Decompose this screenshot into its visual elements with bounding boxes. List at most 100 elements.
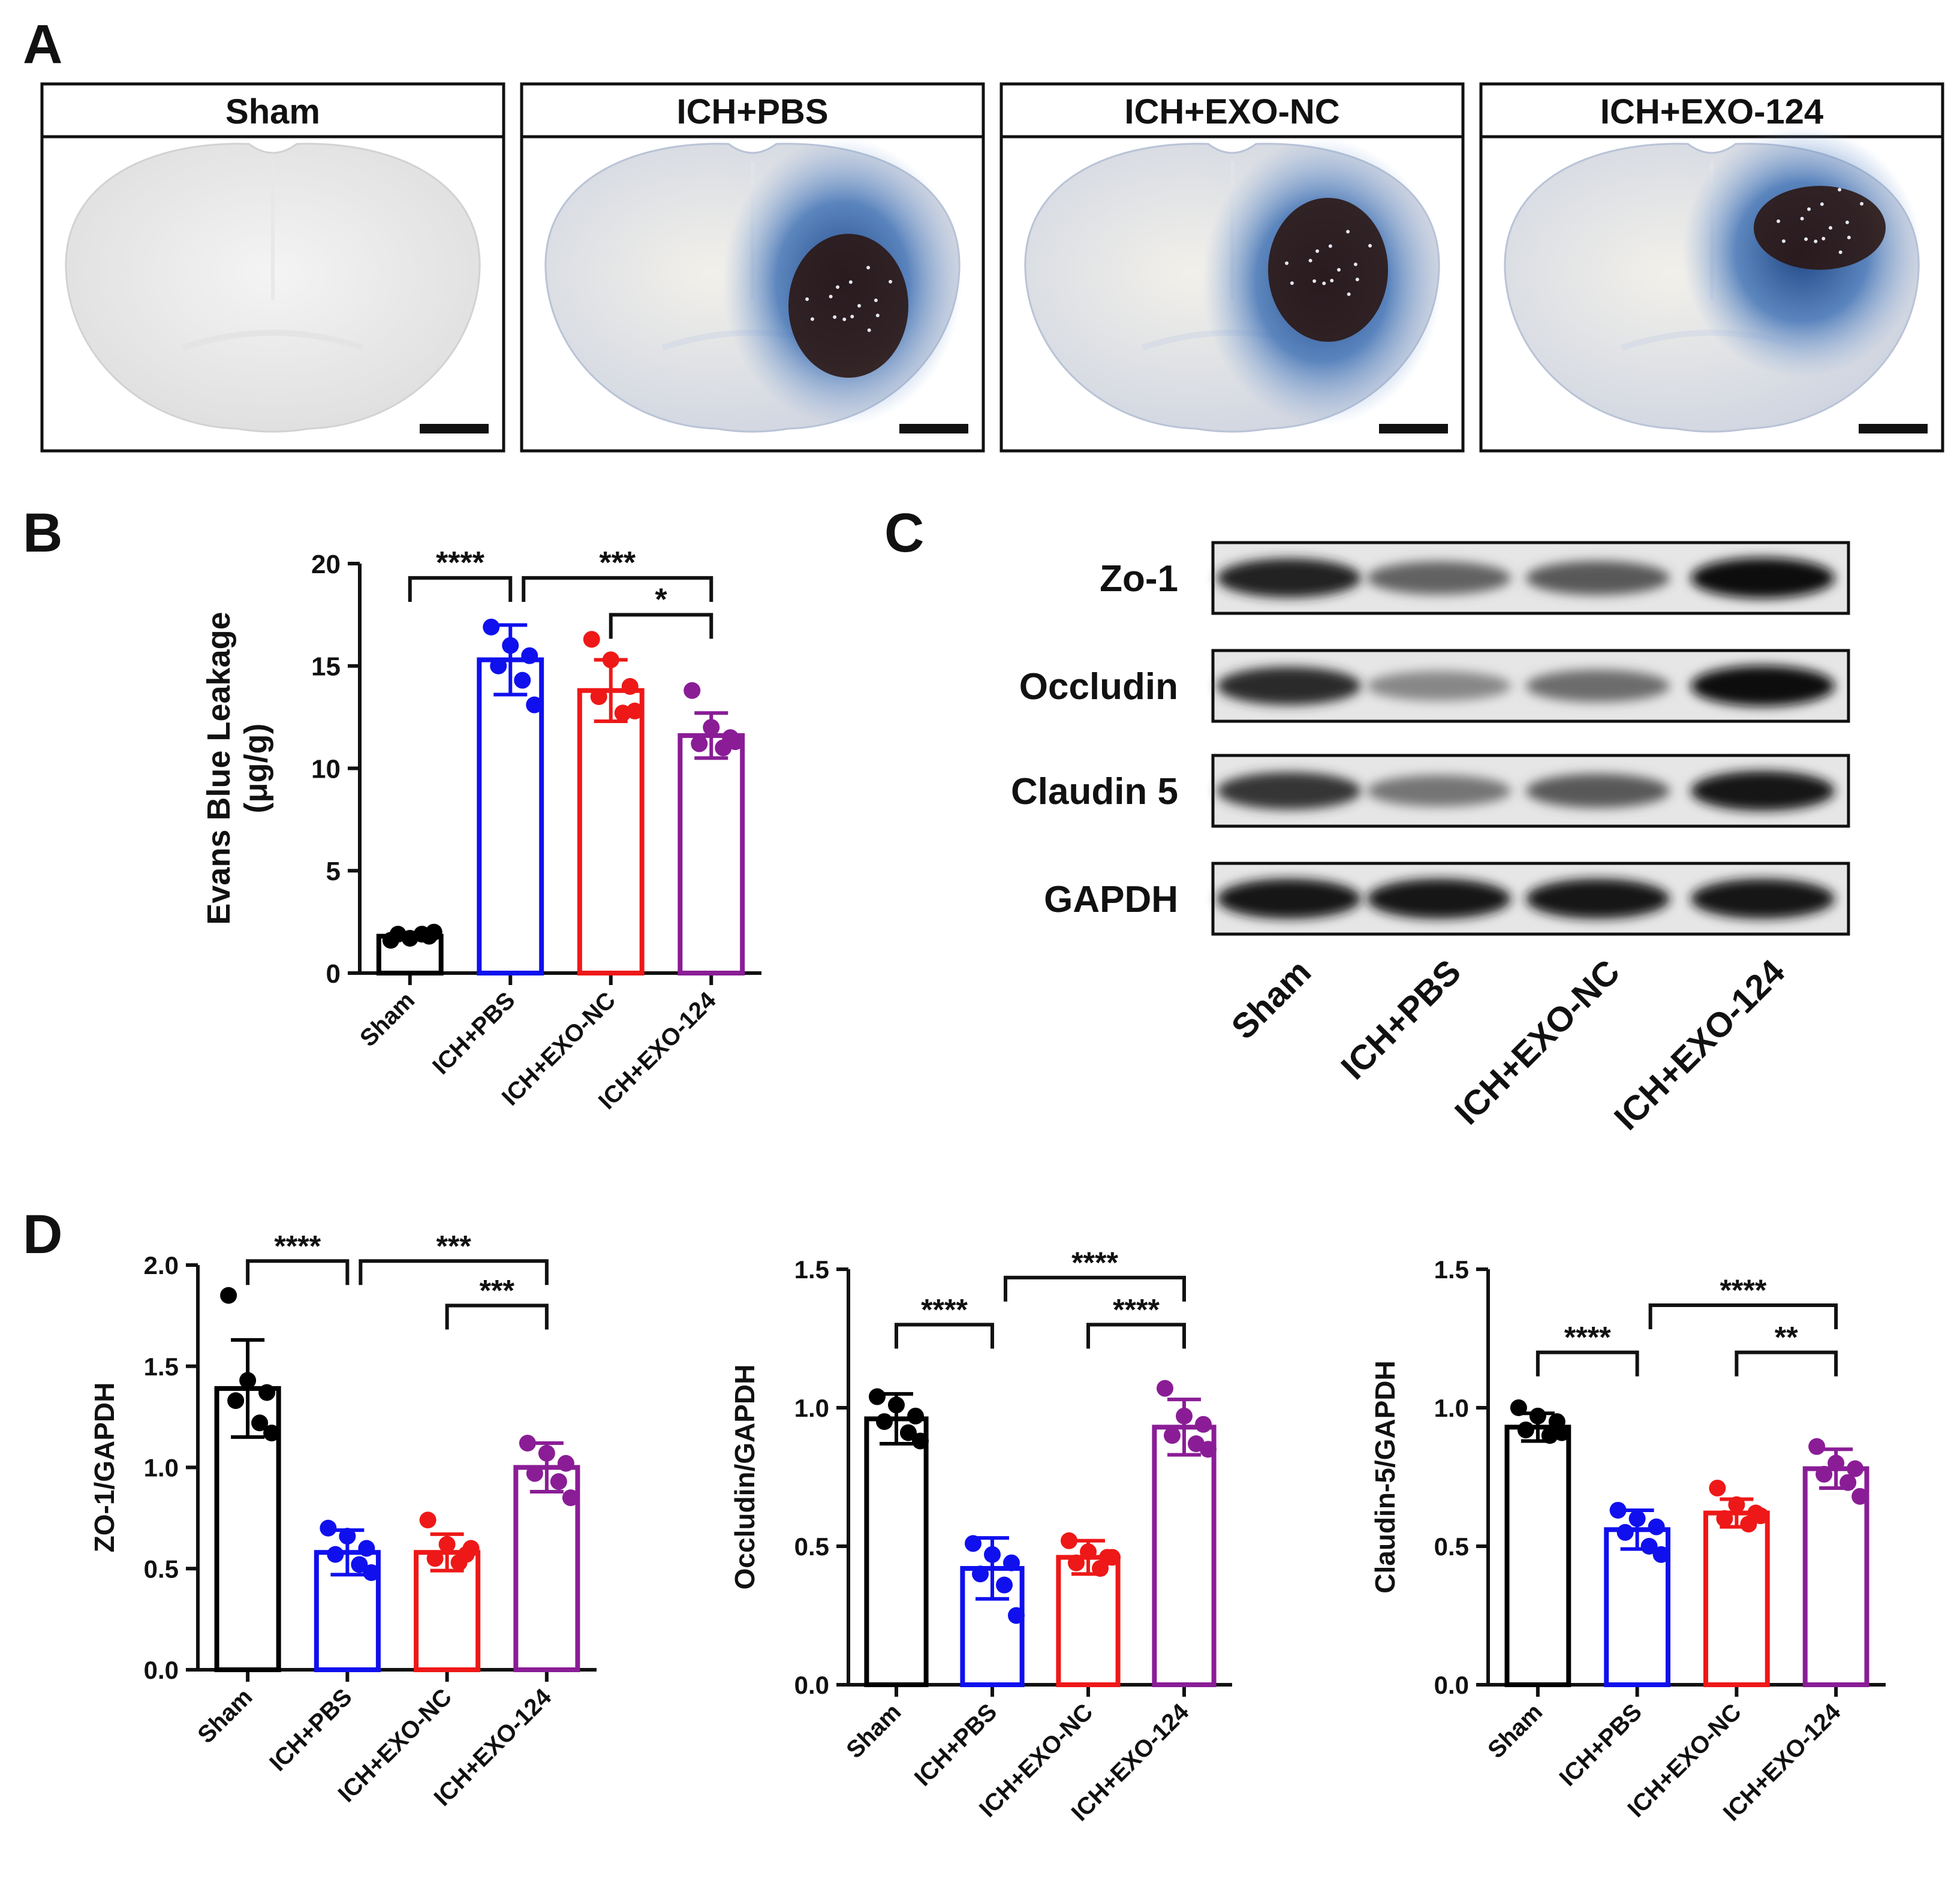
data-point bbox=[1008, 1607, 1025, 1624]
y-tick-label: 0.5 bbox=[794, 1532, 829, 1561]
photo-label: Sham bbox=[225, 92, 320, 131]
data-point bbox=[1003, 1554, 1020, 1571]
speckle bbox=[1368, 243, 1372, 248]
panel-letter-c: C bbox=[884, 502, 924, 564]
scale-bar bbox=[1859, 424, 1928, 433]
evans-blue-chart: 0 5 10 15 20 Evans Blue Leakage (μg/g) Sham ICH+… bbox=[201, 546, 761, 1115]
data-point bbox=[502, 637, 519, 654]
band-label: GAPDH bbox=[1044, 879, 1178, 920]
speckle bbox=[1829, 226, 1832, 230]
significance-label: **** bbox=[921, 1293, 968, 1326]
bar bbox=[577, 688, 645, 975]
data-point bbox=[521, 647, 538, 664]
photo-header bbox=[1479, 82, 1944, 138]
scale-bar bbox=[420, 424, 489, 433]
significance-label: ** bbox=[1775, 1321, 1798, 1354]
photo-panel: ICH+EXO-NC bbox=[999, 82, 1465, 453]
data-point bbox=[1164, 1427, 1181, 1444]
data-point bbox=[438, 1535, 456, 1553]
speckle bbox=[1814, 239, 1818, 243]
data-point bbox=[1510, 1399, 1527, 1416]
data-point bbox=[519, 1435, 536, 1452]
y-tick-label: 1.0 bbox=[1434, 1394, 1469, 1422]
data-point bbox=[557, 1455, 574, 1472]
data-point bbox=[1176, 1407, 1193, 1425]
speckle bbox=[1820, 202, 1824, 206]
data-point bbox=[363, 1564, 380, 1581]
significance-bracket bbox=[1536, 1350, 1639, 1377]
blot-row: Claudin 5 bbox=[1011, 754, 1850, 828]
speckle bbox=[1322, 281, 1326, 285]
lane-label: ICH+EXO-NC bbox=[1447, 952, 1627, 1132]
data-point bbox=[1092, 1559, 1109, 1577]
speckle bbox=[1347, 292, 1351, 296]
speckle bbox=[1355, 278, 1359, 282]
speckle bbox=[1337, 268, 1341, 272]
y-tick-label: 0.0 bbox=[794, 1671, 829, 1699]
data-point bbox=[483, 618, 500, 636]
category-label: Sham bbox=[1483, 1699, 1547, 1763]
data-point bbox=[425, 923, 442, 941]
data-point bbox=[258, 1384, 276, 1401]
data-point bbox=[1808, 1438, 1826, 1455]
speckle bbox=[836, 285, 840, 289]
speckle bbox=[1847, 236, 1851, 240]
scale-bar bbox=[1379, 424, 1448, 433]
bar bbox=[1802, 1466, 1869, 1687]
category-label: ICH+PBS bbox=[264, 1684, 357, 1776]
blot-band bbox=[1217, 772, 1361, 810]
data-point bbox=[1628, 1510, 1646, 1527]
blot-band bbox=[1526, 670, 1670, 702]
y-tick-label: 1.5 bbox=[794, 1255, 829, 1284]
data-point bbox=[1080, 1543, 1097, 1561]
blot-row: Zo-1 bbox=[1100, 541, 1850, 615]
blot-band bbox=[1526, 561, 1670, 595]
data-point bbox=[984, 1546, 1001, 1563]
corpus-callosum bbox=[182, 330, 364, 351]
data-point bbox=[239, 1372, 257, 1389]
data-point bbox=[538, 1444, 555, 1462]
photo-label: ICH+EXO-NC bbox=[1124, 92, 1339, 131]
speckle bbox=[889, 279, 893, 284]
photo-panel: Sham bbox=[40, 82, 505, 453]
data-point bbox=[876, 1413, 893, 1431]
y-tick-label: 10 bbox=[311, 754, 341, 784]
bar bbox=[1504, 1425, 1571, 1688]
data-point bbox=[1847, 1460, 1864, 1477]
speckle bbox=[1308, 258, 1312, 263]
blot-band bbox=[1691, 666, 1835, 706]
speckle bbox=[1800, 216, 1804, 221]
blot-band bbox=[1367, 561, 1511, 595]
data-point bbox=[514, 672, 531, 689]
significance-bracket bbox=[895, 1323, 994, 1349]
photo-header bbox=[999, 82, 1465, 138]
data-point bbox=[227, 1392, 245, 1410]
data-point bbox=[526, 1465, 543, 1482]
data-point bbox=[1839, 1474, 1857, 1491]
speckle bbox=[1330, 279, 1334, 283]
band-label: Claudin 5 bbox=[1011, 771, 1178, 812]
significance-label: **** bbox=[1720, 1273, 1766, 1307]
data-point bbox=[1609, 1501, 1627, 1519]
data-point bbox=[1104, 1549, 1121, 1566]
data-point bbox=[1195, 1416, 1212, 1433]
significance-bracket bbox=[246, 1259, 350, 1285]
bar bbox=[678, 733, 745, 975]
data-point bbox=[703, 719, 720, 736]
data-point bbox=[907, 1407, 924, 1425]
significance-bracket bbox=[1004, 1275, 1186, 1302]
data-point bbox=[251, 1414, 269, 1432]
speckle bbox=[1328, 244, 1332, 248]
significance-label: **** bbox=[274, 1229, 321, 1263]
data-point bbox=[351, 1556, 368, 1573]
bar bbox=[1152, 1425, 1217, 1688]
speckle bbox=[875, 314, 880, 318]
data-point bbox=[727, 733, 744, 751]
y-tick-label: 2.0 bbox=[144, 1251, 179, 1279]
y-axis-unit: (μg/g) bbox=[238, 724, 274, 814]
data-point bbox=[462, 1540, 480, 1557]
data-point bbox=[1157, 1380, 1173, 1397]
speckle bbox=[833, 315, 837, 319]
speckle bbox=[1346, 230, 1350, 234]
